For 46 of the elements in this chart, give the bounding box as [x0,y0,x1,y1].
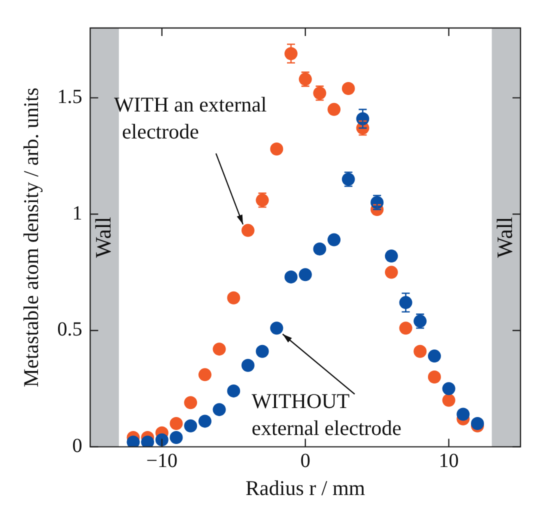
point [399,322,412,335]
point [328,102,341,116]
point [170,417,183,430]
point [212,403,226,416]
annotation: WITHOUT external electrode [252,389,402,440]
point [328,233,341,246]
point [256,344,269,358]
point [241,358,254,372]
band-label: Wall [90,216,116,258]
point [442,382,456,396]
point [270,142,284,156]
x-tick-label: 0 [300,450,310,472]
point [141,436,154,447]
point [184,419,198,432]
point [342,82,355,95]
point [170,430,183,444]
y-tick-label: 0.5 [57,318,82,341]
y-axis-title: Metastable atom density / arb. units [19,88,44,388]
y-tick-label: 1 [72,202,82,224]
point [384,266,398,279]
point [155,433,168,446]
point [126,436,140,447]
point [241,224,254,237]
band-label: Wall [492,216,517,258]
x-axis-title: Radius r / mm [246,476,366,500]
y-tick-label: 0 [72,435,82,458]
annotation: WITH an external electrode [114,92,267,144]
y-tick-label: 1.5 [57,86,82,108]
point [227,384,240,398]
point [456,408,470,421]
x-tick-label: 10 [438,450,459,472]
point [212,342,226,356]
x-tick-label: −10 [146,450,178,472]
point [428,370,441,384]
point [284,270,298,284]
point [198,368,212,382]
point [284,47,298,60]
point [428,350,441,363]
point [184,396,198,410]
point [298,268,312,282]
point [227,291,240,304]
point [442,394,456,407]
point [414,344,427,358]
point [313,242,326,256]
point [198,414,212,428]
point [270,322,284,335]
